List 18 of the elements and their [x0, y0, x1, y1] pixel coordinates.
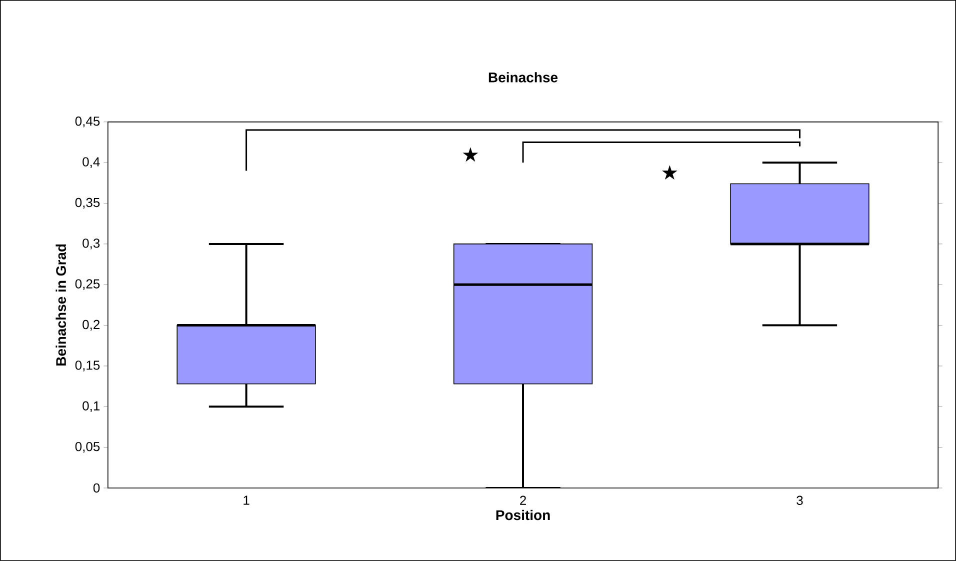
x-axis-title: Position: [496, 510, 550, 520]
y-tick-label: 0,05: [75, 442, 100, 453]
y-tick-label: 0,45: [75, 116, 100, 128]
x-tick-label: 1: [244, 496, 250, 505]
annotation: ★: [462, 147, 478, 162]
y-tick-label: 0,1: [82, 401, 100, 412]
y-tick-label: 0,3: [82, 238, 100, 250]
y-tick-label: 0: [93, 483, 100, 493]
y-axis-title: Beinachse in Grad: [56, 244, 66, 366]
y-tick-label: 0,2: [82, 320, 100, 331]
y-tick-label: 0,25: [75, 279, 100, 290]
y-tick-label: 0,35: [75, 198, 100, 209]
y-tick-label: 0,4: [82, 157, 100, 168]
x-tick-label: 3: [796, 496, 803, 506]
annotation: ★: [662, 165, 678, 180]
chart-title: Beinachse: [488, 72, 558, 82]
y-tick-label: 0,15: [75, 360, 100, 372]
x-tick-label: 2: [520, 496, 526, 505]
